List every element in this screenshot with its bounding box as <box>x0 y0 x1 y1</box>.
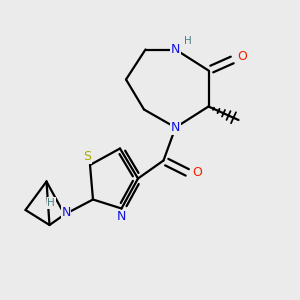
Text: O: O <box>237 50 247 63</box>
Text: N: N <box>171 43 180 56</box>
Text: H: H <box>184 35 192 46</box>
Text: N: N <box>117 210 126 224</box>
Text: S: S <box>83 150 91 163</box>
Text: N: N <box>61 206 71 219</box>
Text: N: N <box>171 121 180 134</box>
Text: H: H <box>47 198 55 208</box>
Text: O: O <box>192 166 202 179</box>
